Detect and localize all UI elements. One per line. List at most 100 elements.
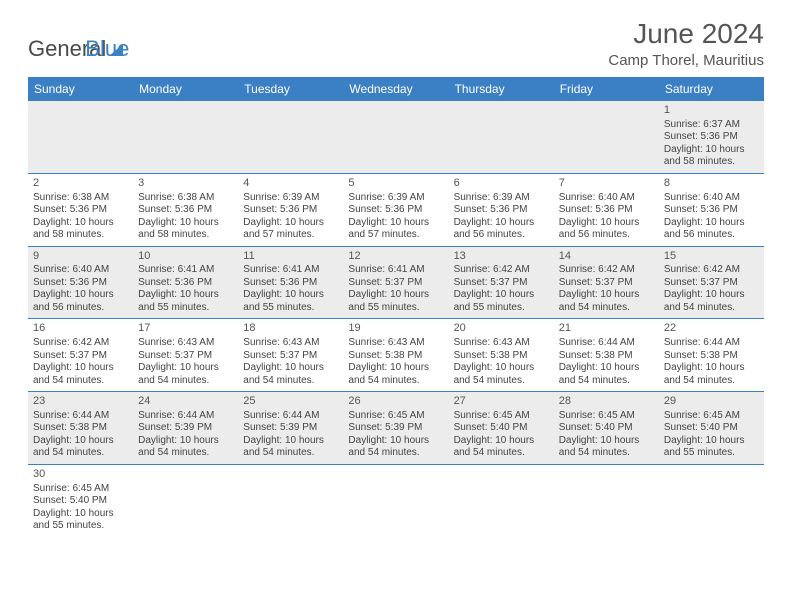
day-number: 18 xyxy=(243,322,338,336)
day-daylight: Daylight: 10 hours and 54 minutes. xyxy=(559,362,654,387)
day-cell-empty xyxy=(133,101,238,173)
day-sunrise: Sunrise: 6:39 AM xyxy=(454,192,549,205)
day-sunrise: Sunrise: 6:44 AM xyxy=(138,410,233,423)
day-sunrise: Sunrise: 6:39 AM xyxy=(243,192,338,205)
day-sunset: Sunset: 5:37 PM xyxy=(348,277,443,290)
day-sunset: Sunset: 5:38 PM xyxy=(454,350,549,363)
day-daylight: Daylight: 10 hours and 55 minutes. xyxy=(243,289,338,314)
day-sunset: Sunset: 5:37 PM xyxy=(559,277,654,290)
day-cell-empty xyxy=(238,465,343,537)
day-daylight: Daylight: 10 hours and 54 minutes. xyxy=(454,362,549,387)
day-daylight: Daylight: 10 hours and 54 minutes. xyxy=(664,289,759,314)
day-number: 22 xyxy=(664,322,759,336)
day-daylight: Daylight: 10 hours and 54 minutes. xyxy=(138,435,233,460)
day-cell: 21Sunrise: 6:44 AMSunset: 5:38 PMDayligh… xyxy=(554,319,659,391)
day-sunrise: Sunrise: 6:42 AM xyxy=(33,337,128,350)
day-daylight: Daylight: 10 hours and 56 minutes. xyxy=(559,217,654,242)
day-sunset: Sunset: 5:38 PM xyxy=(559,350,654,363)
day-cell: 4Sunrise: 6:39 AMSunset: 5:36 PMDaylight… xyxy=(238,174,343,246)
day-header-friday: Friday xyxy=(554,77,659,101)
day-header-thursday: Thursday xyxy=(449,77,554,101)
day-number: 4 xyxy=(243,177,338,191)
day-number: 25 xyxy=(243,395,338,409)
day-daylight: Daylight: 10 hours and 54 minutes. xyxy=(243,362,338,387)
day-cell-empty xyxy=(343,101,448,173)
day-cell: 15Sunrise: 6:42 AMSunset: 5:37 PMDayligh… xyxy=(659,247,764,319)
day-sunset: Sunset: 5:40 PM xyxy=(33,495,128,508)
day-sunset: Sunset: 5:37 PM xyxy=(243,350,338,363)
day-cell-empty xyxy=(554,101,659,173)
day-cell: 7Sunrise: 6:40 AMSunset: 5:36 PMDaylight… xyxy=(554,174,659,246)
day-sunset: Sunset: 5:38 PM xyxy=(348,350,443,363)
day-cell: 5Sunrise: 6:39 AMSunset: 5:36 PMDaylight… xyxy=(343,174,448,246)
day-number: 12 xyxy=(348,250,443,264)
day-sunset: Sunset: 5:38 PM xyxy=(664,350,759,363)
day-number: 27 xyxy=(454,395,549,409)
month-title: June 2024 xyxy=(608,18,764,50)
day-sunset: Sunset: 5:37 PM xyxy=(138,350,233,363)
day-daylight: Daylight: 10 hours and 57 minutes. xyxy=(348,217,443,242)
day-header-saturday: Saturday xyxy=(659,77,764,101)
day-daylight: Daylight: 10 hours and 55 minutes. xyxy=(348,289,443,314)
day-daylight: Daylight: 10 hours and 54 minutes. xyxy=(138,362,233,387)
day-sunset: Sunset: 5:40 PM xyxy=(454,422,549,435)
day-cell: 2Sunrise: 6:38 AMSunset: 5:36 PMDaylight… xyxy=(28,174,133,246)
day-header-monday: Monday xyxy=(133,77,238,101)
day-cell: 3Sunrise: 6:38 AMSunset: 5:36 PMDaylight… xyxy=(133,174,238,246)
day-number: 8 xyxy=(664,177,759,191)
day-number: 16 xyxy=(33,322,128,336)
day-sunset: Sunset: 5:36 PM xyxy=(348,204,443,217)
day-daylight: Daylight: 10 hours and 54 minutes. xyxy=(559,289,654,314)
day-cell: 6Sunrise: 6:39 AMSunset: 5:36 PMDaylight… xyxy=(449,174,554,246)
day-daylight: Daylight: 10 hours and 58 minutes. xyxy=(33,217,128,242)
week-row: 23Sunrise: 6:44 AMSunset: 5:38 PMDayligh… xyxy=(28,392,764,465)
day-cell: 8Sunrise: 6:40 AMSunset: 5:36 PMDaylight… xyxy=(659,174,764,246)
day-cell: 13Sunrise: 6:42 AMSunset: 5:37 PMDayligh… xyxy=(449,247,554,319)
day-daylight: Daylight: 10 hours and 54 minutes. xyxy=(348,362,443,387)
day-daylight: Daylight: 10 hours and 54 minutes. xyxy=(664,362,759,387)
day-cell-empty xyxy=(554,465,659,537)
day-cell: 1Sunrise: 6:37 AMSunset: 5:36 PMDaylight… xyxy=(659,101,764,173)
day-daylight: Daylight: 10 hours and 57 minutes. xyxy=(243,217,338,242)
day-sunset: Sunset: 5:36 PM xyxy=(138,204,233,217)
day-daylight: Daylight: 10 hours and 55 minutes. xyxy=(33,508,128,533)
day-cell: 27Sunrise: 6:45 AMSunset: 5:40 PMDayligh… xyxy=(449,392,554,464)
day-number: 2 xyxy=(33,177,128,191)
location: Camp Thorel, Mauritius xyxy=(608,52,764,69)
day-sunset: Sunset: 5:36 PM xyxy=(138,277,233,290)
day-sunset: Sunset: 5:37 PM xyxy=(664,277,759,290)
day-sunrise: Sunrise: 6:41 AM xyxy=(243,264,338,277)
day-number: 9 xyxy=(33,250,128,264)
day-number: 7 xyxy=(559,177,654,191)
day-cell-empty xyxy=(133,465,238,537)
day-sunrise: Sunrise: 6:37 AM xyxy=(664,119,759,132)
day-daylight: Daylight: 10 hours and 56 minutes. xyxy=(664,217,759,242)
day-number: 5 xyxy=(348,177,443,191)
day-daylight: Daylight: 10 hours and 54 minutes. xyxy=(348,435,443,460)
day-daylight: Daylight: 10 hours and 55 minutes. xyxy=(138,289,233,314)
day-number: 23 xyxy=(33,395,128,409)
day-cell: 24Sunrise: 6:44 AMSunset: 5:39 PMDayligh… xyxy=(133,392,238,464)
day-number: 13 xyxy=(454,250,549,264)
day-number: 15 xyxy=(664,250,759,264)
day-sunset: Sunset: 5:39 PM xyxy=(348,422,443,435)
day-cell: 28Sunrise: 6:45 AMSunset: 5:40 PMDayligh… xyxy=(554,392,659,464)
day-number: 28 xyxy=(559,395,654,409)
day-number: 17 xyxy=(138,322,233,336)
day-sunrise: Sunrise: 6:45 AM xyxy=(33,483,128,496)
day-sunrise: Sunrise: 6:42 AM xyxy=(664,264,759,277)
day-cell: 11Sunrise: 6:41 AMSunset: 5:36 PMDayligh… xyxy=(238,247,343,319)
day-sunset: Sunset: 5:36 PM xyxy=(664,131,759,144)
day-sunrise: Sunrise: 6:41 AM xyxy=(348,264,443,277)
week-row: 16Sunrise: 6:42 AMSunset: 5:37 PMDayligh… xyxy=(28,319,764,392)
day-cell: 18Sunrise: 6:43 AMSunset: 5:37 PMDayligh… xyxy=(238,319,343,391)
day-daylight: Daylight: 10 hours and 58 minutes. xyxy=(664,144,759,169)
day-sunrise: Sunrise: 6:45 AM xyxy=(559,410,654,423)
day-number: 26 xyxy=(348,395,443,409)
day-sunrise: Sunrise: 6:45 AM xyxy=(664,410,759,423)
day-number: 21 xyxy=(559,322,654,336)
day-sunset: Sunset: 5:36 PM xyxy=(243,277,338,290)
logo: General Blue xyxy=(28,18,129,62)
day-cell: 19Sunrise: 6:43 AMSunset: 5:38 PMDayligh… xyxy=(343,319,448,391)
day-sunset: Sunset: 5:39 PM xyxy=(138,422,233,435)
